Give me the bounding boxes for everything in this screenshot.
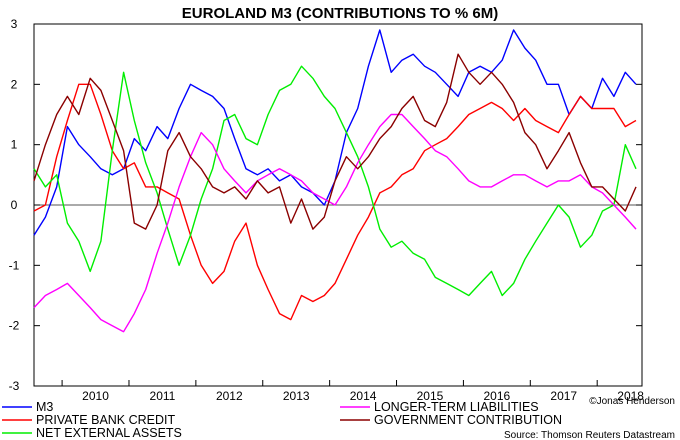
copyright-note: ©Jonas Henderson [589,396,675,407]
legend-label-private-bank-credit: PRIVATE BANK CREDIT [36,413,176,427]
series-line-private-bank-credit [33,83,637,321]
x-tick-label: 2015 [417,389,444,403]
series-line-net-external-assets [33,65,637,297]
x-tick-label: 2012 [216,389,243,403]
legend-label-government-contribution: GOVERNMENT CONTRIBUTION [374,413,562,427]
x-axis: 2010 2011 2012 2013 2014 2015 2016 2017 2018 [61,380,644,403]
y-tick-label: 1 [11,138,18,152]
chart-title: EUROLAND M3 (CONTRIBUTIONS TO % 6M) [182,5,498,22]
x-tick-label: 2016 [484,389,511,403]
series-lines [33,29,637,333]
y-tick-label: 0 [11,198,18,212]
y-tick-label: 2 [11,77,18,91]
y-tick-label: 3 [11,17,18,31]
source-note: Source: Thomson Reuters Datastream [504,430,675,440]
legend-label-m3: M3 [36,400,53,414]
y-tick-label: -1 [9,258,20,272]
x-tick-label: 2013 [283,389,310,403]
series-line-longer-term-liabilities [33,113,637,333]
x-tick-label: 2010 [82,389,109,403]
legend-label-net-external-assets: NET EXTERNAL ASSETS [36,426,182,440]
x-tick-label: 2011 [150,389,176,403]
series-line-government-contribution [33,53,637,230]
x-tick-label: 2014 [350,389,377,403]
y-tick-label: -2 [9,319,20,333]
x-tick-label: 2018 [617,389,644,403]
y-axis: 3 2 1 0 -1 -2 -3 [9,17,642,393]
y-tick-label: -3 [9,379,20,393]
x-tick-label: 2017 [550,389,577,403]
legend-label-longer-term-liabilities: LONGER-TERM LIABILITIES [374,400,539,414]
